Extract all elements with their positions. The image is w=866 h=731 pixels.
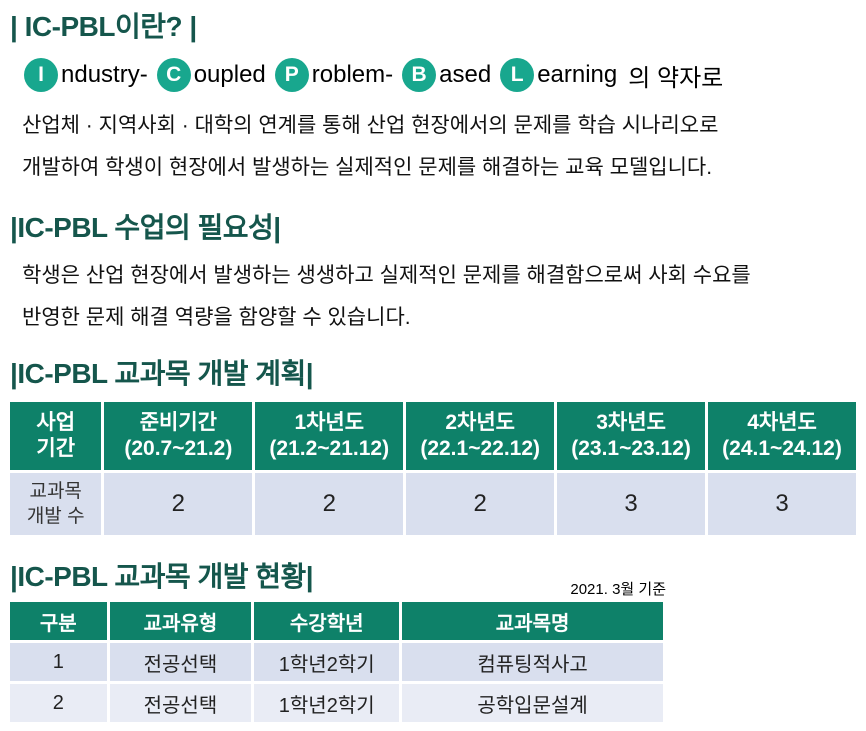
plan-value-year1: 2 — [255, 473, 404, 535]
status-section-head: |IC-PBL 교과목 개발 현황| 2021. 3월 기준 — [10, 560, 666, 598]
plan-col-year2: 2차년도 (22.1~22.12) — [406, 402, 555, 470]
section-title-intro: | IC-PBL이란? | — [10, 11, 197, 42]
section-title-necessity: |IC-PBL 수업의 필요성| — [10, 212, 281, 243]
status-r2-no: 2 — [10, 684, 107, 722]
intro-line-1: 산업체 · 지역사회 · 대학의 연계를 통해 산업 현장에서의 문제를 학습 … — [22, 114, 719, 137]
acronym-problem: P roblem- — [274, 58, 394, 92]
status-r1-grade: 1학년2학기 — [254, 643, 400, 681]
status-col-grade: 수강학년 — [254, 602, 400, 640]
plan-table-header-row: 사업 기간 준비기간 (20.7~21.2) 1차년도 (21.2~21.12)… — [10, 402, 856, 470]
status-table-header-row: 구분 교과유형 수강학년 교과목명 — [10, 602, 663, 640]
plan-corner-cell: 사업 기간 — [10, 402, 102, 470]
acronym-text-problem: roblem- — [311, 61, 394, 88]
acronym-industry: I ndustry- — [24, 58, 148, 92]
acronym-row: I ndustry- C oupled P roblem- B ased L e… — [24, 57, 856, 93]
acronym-learning: L earning — [500, 58, 617, 92]
plan-row-label: 교과목 개발 수 — [10, 473, 102, 535]
plan-value-year2: 2 — [406, 473, 555, 535]
status-r2-course: 공학입문설계 — [402, 684, 663, 722]
plan-table: 사업 기간 준비기간 (20.7~21.2) 1차년도 (21.2~21.12)… — [7, 399, 859, 538]
status-r2-type: 전공선택 — [109, 684, 252, 722]
status-col-no: 구분 — [10, 602, 107, 640]
section-title-plan: |IC-PBL 교과목 개발 계획| — [10, 358, 314, 389]
status-r2-grade: 1학년2학기 — [254, 684, 400, 722]
intro-paragraph: 산업체 · 지역사회 · 대학의 연계를 통해 산업 현장에서의 문제를 학습 … — [22, 105, 856, 189]
intro-line-2: 개발하여 학생이 현장에서 발생하는 실제적인 문제를 해결하는 교육 모델입니… — [22, 156, 713, 179]
status-col-type: 교과유형 — [109, 602, 252, 640]
plan-table-body-row: 교과목 개발 수 2 2 2 3 3 — [10, 473, 856, 535]
plan-value-prep: 2 — [104, 473, 253, 535]
letter-badge-b: B — [402, 58, 437, 92]
status-table-row-2: 2 전공선택 1학년2학기 공학입문설계 — [10, 684, 663, 722]
acronym-coupled: C oupled — [156, 58, 266, 92]
status-table-row-1: 1 전공선택 1학년2학기 컴퓨팅적사고 — [10, 643, 663, 681]
plan-col-year3: 3차년도 (23.1~23.12) — [557, 402, 706, 470]
necessity-paragraph: 학생은 산업 현장에서 발생하는 생생하고 실제적인 문제를 해결함으로써 사회… — [22, 255, 856, 339]
status-as-of-note: 2021. 3월 기준 — [570, 581, 666, 598]
letter-badge-p: P — [274, 58, 309, 92]
necessity-line-1: 학생은 산업 현장에서 발생하는 생생하고 실제적인 문제를 해결함으로써 사회… — [22, 264, 751, 287]
section-title-status: |IC-PBL 교과목 개발 현황| — [10, 561, 314, 592]
necessity-line-2: 반영한 문제 해결 역량을 함양할 수 있습니다. — [22, 306, 411, 329]
plan-col-year1: 1차년도 (21.2~21.12) — [255, 402, 404, 470]
acronym-suffix: 의 약자로 — [628, 64, 724, 92]
status-r1-no: 1 — [10, 643, 107, 681]
acronym-text-based: ased — [439, 61, 492, 88]
status-r1-course: 컴퓨팅적사고 — [402, 643, 663, 681]
plan-col-year4: 4차년도 (24.1~24.12) — [708, 402, 856, 470]
status-table: 구분 교과유형 수강학년 교과목명 1 전공선택 1학년2학기 컴퓨팅적사고 2… — [7, 599, 666, 725]
status-col-course: 교과목명 — [402, 602, 663, 640]
letter-badge-c: C — [156, 58, 191, 92]
letter-badge-l: L — [500, 58, 535, 92]
acronym-text-coupled: oupled — [193, 61, 266, 88]
plan-col-prep: 준비기간 (20.7~21.2) — [104, 402, 253, 470]
acronym-text-industry: ndustry- — [61, 61, 148, 88]
status-r1-type: 전공선택 — [109, 643, 252, 681]
letter-badge-i: I — [24, 58, 58, 92]
acronym-text-learning: earning — [537, 61, 618, 88]
plan-value-year4: 3 — [708, 473, 856, 535]
acronym-based: B ased — [402, 58, 491, 92]
plan-value-year3: 3 — [557, 473, 706, 535]
